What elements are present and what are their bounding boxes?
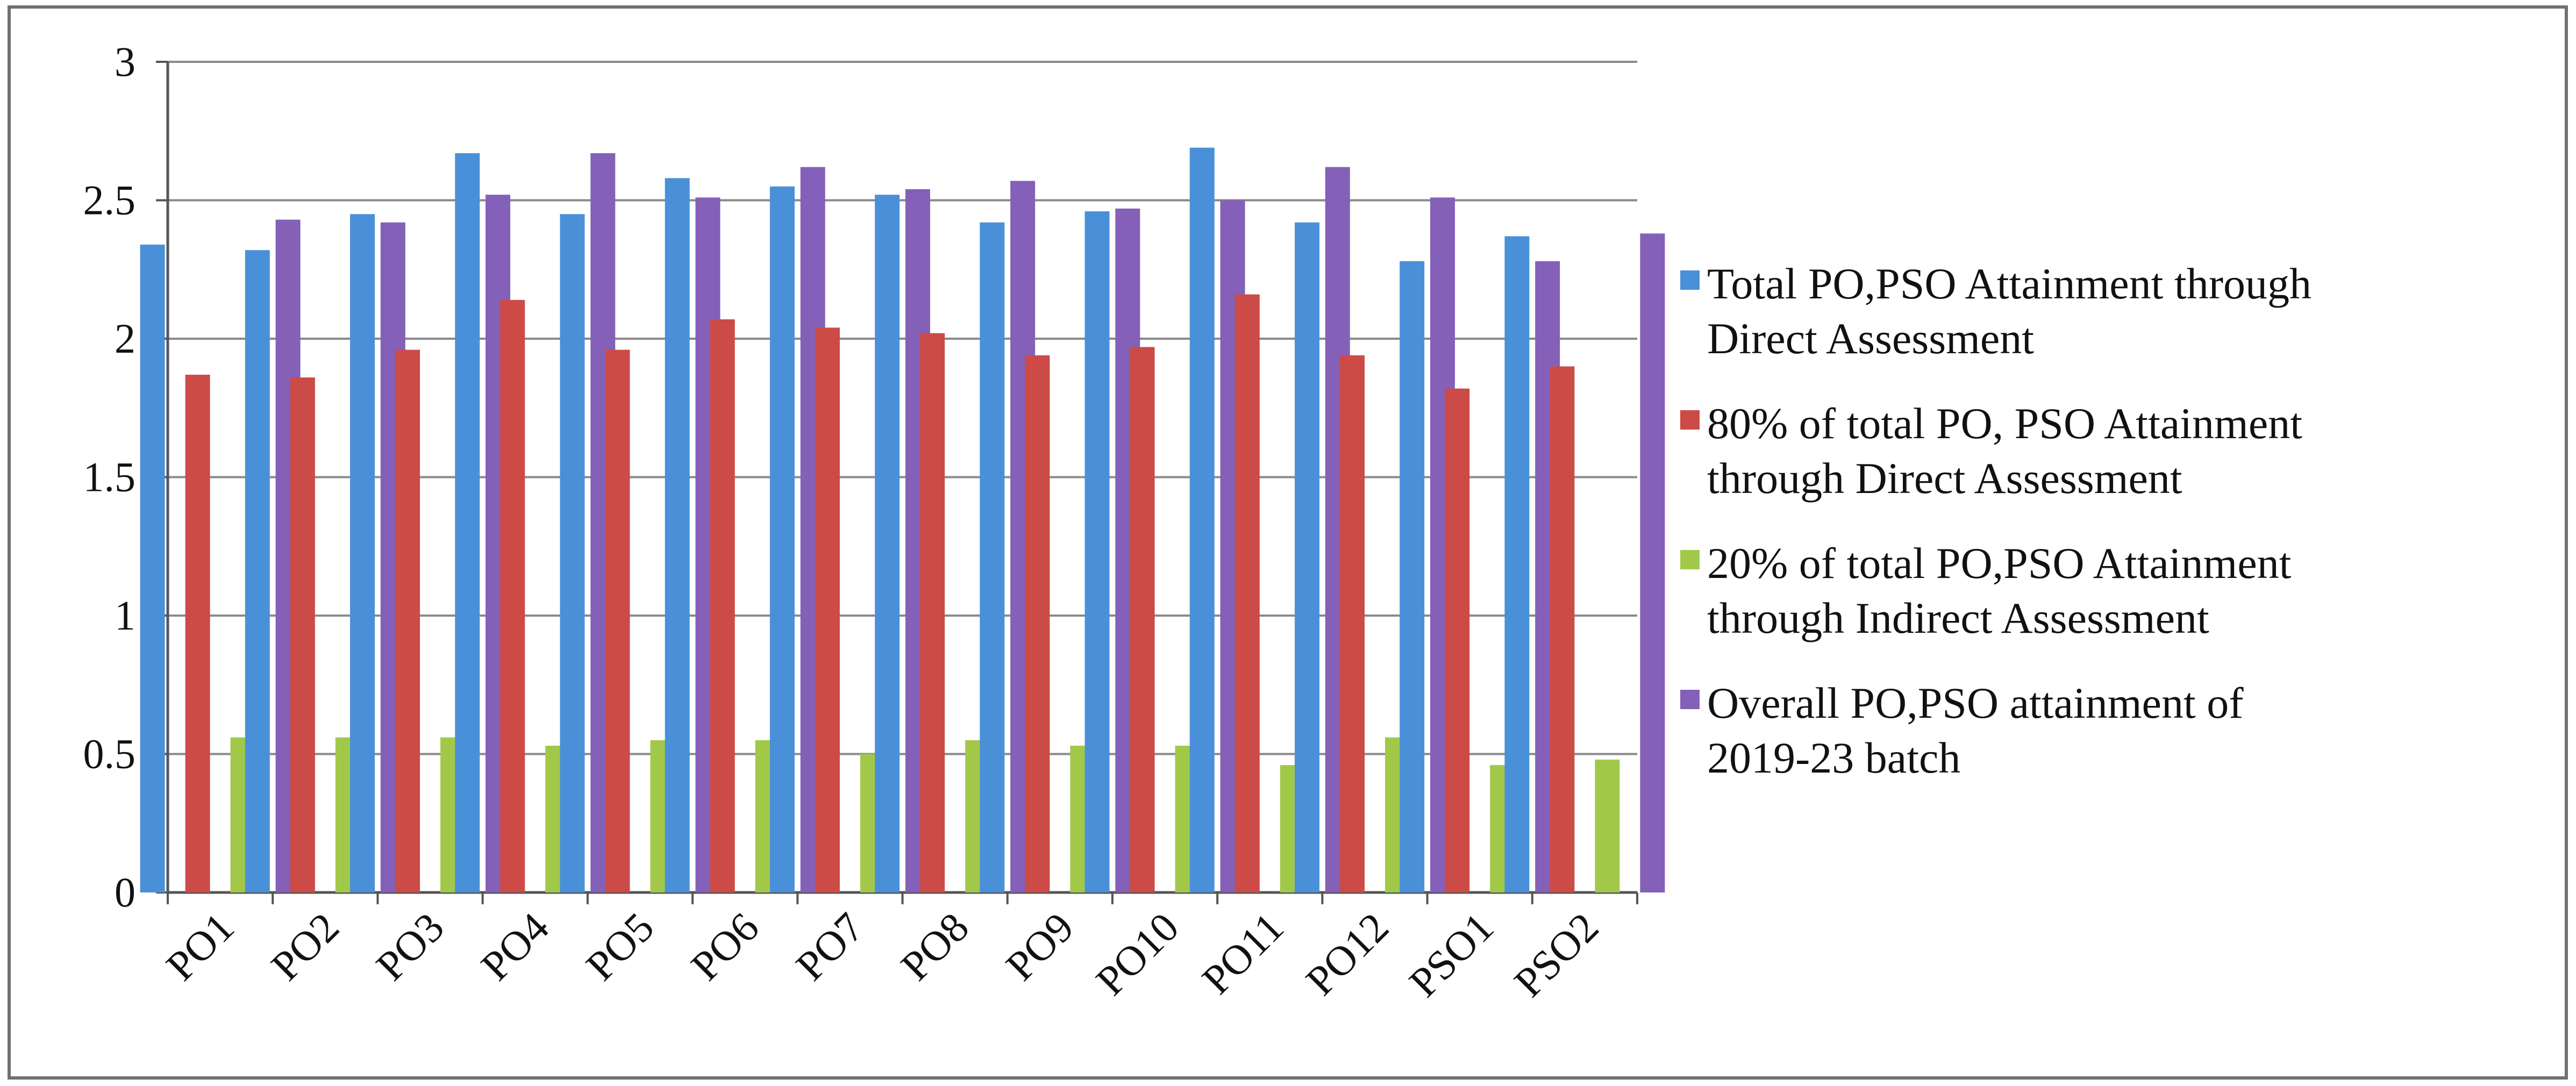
y-tick-label: 3: [115, 38, 135, 85]
legend-label: through Direct Assessment: [1707, 454, 2182, 503]
bars: [140, 147, 1665, 893]
bar-1: [140, 244, 165, 892]
bar-2: [290, 377, 315, 892]
legend-label: Overall PO,PSO attainment of: [1707, 678, 2244, 727]
bar-1: [1504, 236, 1530, 893]
x-tick-label: PO12: [1297, 904, 1397, 1004]
bar-1: [980, 222, 1005, 893]
y-tick-label: 0: [115, 869, 135, 916]
x-tick-label: PO4: [472, 904, 558, 990]
legend-label: 2019-23 batch: [1707, 733, 1960, 782]
bar-2: [1445, 388, 1470, 892]
bar-2: [1235, 294, 1260, 892]
bar-1: [350, 214, 375, 892]
x-tick-label: PO7: [787, 904, 873, 990]
y-tick-label: 1: [115, 592, 135, 639]
bar-1: [1294, 222, 1319, 893]
bar-1: [245, 250, 270, 893]
legend-swatch: [1680, 410, 1700, 430]
bar-2: [710, 319, 735, 893]
y-tick-label: 1.5: [83, 454, 136, 501]
bar-2: [1130, 347, 1155, 892]
x-tick-label: PO11: [1193, 904, 1293, 1003]
x-tick-label: PO5: [577, 904, 663, 990]
legend-label: Total PO,PSO Attainment through: [1707, 259, 2311, 308]
y-tick-label: 2: [115, 315, 135, 362]
x-tick-label: PO6: [682, 904, 768, 990]
bar-1: [455, 153, 480, 893]
bar-2: [500, 299, 525, 892]
legend-swatch: [1680, 270, 1700, 290]
legend-label: 80% of total PO, PSO Attainment: [1707, 399, 2302, 448]
x-axis-ticks: PO1 PO2 PO3 PO4 PO5 PO6 PO7 PO8 PO9 PO10 PO11 PO12 P…: [157, 904, 1607, 1006]
bar-2: [920, 333, 945, 893]
legend-label: 20% of total PO,PSO Attainment: [1707, 539, 2292, 588]
bar-1: [560, 214, 585, 892]
bar-1: [1084, 211, 1110, 893]
x-tick-label: PO10: [1087, 904, 1187, 1004]
x-tick-label: PO9: [997, 904, 1083, 990]
bar-2: [185, 374, 210, 892]
bar-1: [1189, 147, 1215, 892]
legend-swatch: [1680, 690, 1700, 709]
x-tick-label: PO2: [262, 904, 348, 990]
y-tick-label: 2.5: [83, 177, 136, 224]
legend-label: Direct Assessment: [1707, 314, 2034, 363]
x-tick-label: PO3: [367, 904, 453, 990]
bar-2: [1025, 355, 1050, 892]
x-tick-label: PSO1: [1400, 904, 1502, 1006]
legend: Total PO,PSO Attainment through Direct As…: [1680, 259, 2311, 782]
bar-2: [1339, 355, 1365, 892]
bar-2: [1550, 366, 1575, 892]
x-tick-label: PSO2: [1505, 904, 1607, 1006]
x-tick-label: PO8: [892, 904, 978, 990]
y-axis-ticks: 0 0.5 1 1.5 2 2.5 3: [83, 38, 136, 916]
bar-1: [769, 186, 795, 892]
legend-label: through Indirect Assessment: [1707, 594, 2209, 642]
bar-1: [1400, 261, 1425, 892]
y-tick-label: 0.5: [83, 731, 136, 777]
bar-3: [1595, 759, 1620, 892]
bar-2: [395, 349, 420, 892]
bar-2: [605, 349, 630, 892]
chart-frame: [8, 5, 2568, 1080]
bar-4: [1640, 233, 1665, 892]
bar-1: [665, 178, 690, 892]
bar-2: [815, 327, 840, 892]
legend-swatch: [1680, 550, 1700, 569]
bar-1: [875, 195, 900, 893]
x-tick-label: PO1: [157, 904, 243, 990]
